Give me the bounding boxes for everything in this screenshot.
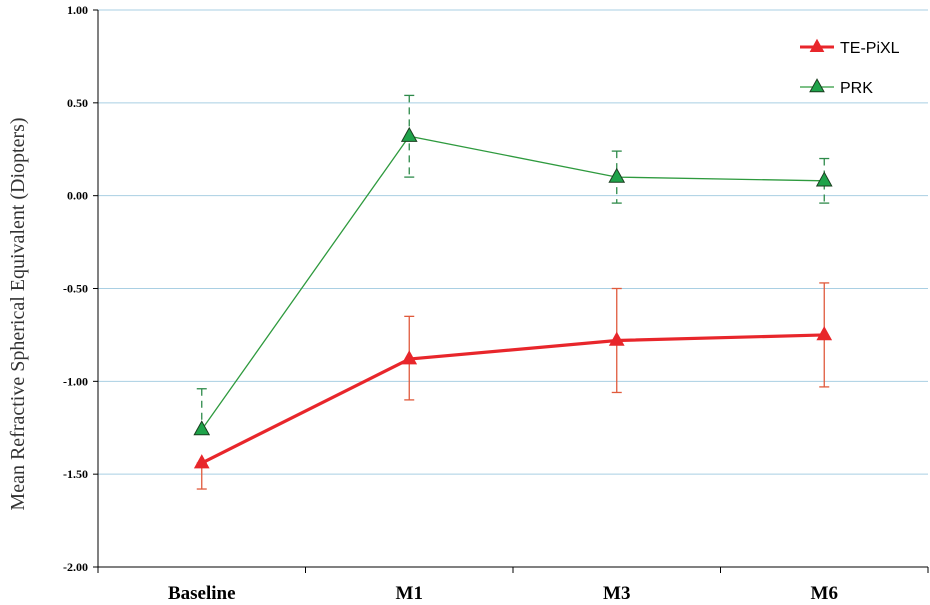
legend-label: PRK xyxy=(840,80,873,97)
axes xyxy=(93,9,929,573)
data-point xyxy=(816,326,833,341)
legend-marker xyxy=(809,38,825,52)
y-tick-label: 0.00 xyxy=(67,189,88,203)
legend-marker xyxy=(809,78,825,93)
x-tick-label: M6 xyxy=(811,583,838,604)
series-group xyxy=(193,94,833,490)
y-axis-label: Mean Refractive Spherical Equivalent (Di… xyxy=(7,117,29,510)
series-line xyxy=(201,333,825,465)
y-tick-label: -1.00 xyxy=(63,374,88,388)
legend-label: TE-PiXL xyxy=(840,40,900,57)
data-point xyxy=(401,350,418,365)
data-point xyxy=(608,167,626,183)
x-tick-label: M3 xyxy=(603,583,630,604)
series-te-pixl xyxy=(193,282,833,490)
y-tick-label: -2.00 xyxy=(63,560,88,574)
legend: TE-PiXL PRK xyxy=(800,38,900,97)
legend-entry: TE-PiXL xyxy=(800,38,900,57)
y-tick-label: -1.50 xyxy=(63,467,88,481)
x-tick-labels: Baseline M1 M3 M6 xyxy=(168,583,838,604)
data-point xyxy=(400,126,418,142)
data-point xyxy=(815,171,833,187)
x-tick-label: Baseline xyxy=(168,583,236,604)
y-tick-label: -0.50 xyxy=(63,282,88,296)
x-tick-label: M1 xyxy=(396,583,423,604)
data-point xyxy=(193,454,210,469)
y-tick-label: 1.00 xyxy=(67,3,88,17)
y-tick-labels: 1.00 0.50 0.00 -0.50 -1.00 -1.50 -2.00 xyxy=(63,3,88,574)
legend-entry: PRK xyxy=(800,78,873,97)
series-line xyxy=(201,135,825,430)
data-point xyxy=(608,331,625,346)
y-tick-label: 0.50 xyxy=(67,96,88,110)
series-prk xyxy=(193,94,833,436)
grid-lines xyxy=(98,9,928,475)
data-point xyxy=(193,420,211,436)
